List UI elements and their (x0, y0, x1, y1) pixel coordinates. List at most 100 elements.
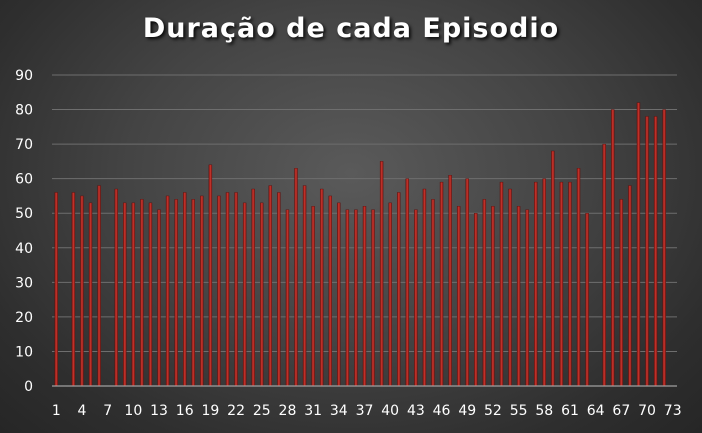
y-tick-label: 90 (15, 68, 33, 84)
bar (260, 202, 264, 387)
bar (174, 199, 178, 387)
bar (165, 195, 170, 387)
bar (491, 206, 495, 387)
bar (456, 206, 461, 387)
bar (431, 199, 435, 387)
axes: 0 10 20 30 40 50 60 70 80 90 1 4 7 10 13 16 19 22 25 28 31 34… (15, 68, 681, 419)
x-tick-label: 13 (150, 403, 168, 419)
bar (319, 188, 324, 387)
bar (183, 192, 187, 387)
y-tick-label: 30 (15, 275, 33, 291)
x-tick-label: 46 (433, 403, 451, 419)
bar (131, 202, 136, 387)
bar (474, 213, 478, 387)
y-tick-label: 80 (15, 103, 33, 119)
bar (277, 192, 281, 387)
y-tick-label: 40 (15, 241, 33, 257)
bar (559, 181, 564, 387)
bar (542, 178, 546, 387)
x-tick-label: 52 (484, 403, 502, 419)
bar (585, 213, 589, 387)
bar (499, 181, 504, 387)
bar (482, 199, 487, 387)
x-tick-label: 37 (356, 403, 374, 419)
bar (311, 206, 315, 387)
x-tick-label: 28 (279, 403, 297, 419)
x-tick-label: 22 (227, 403, 245, 419)
bar (140, 199, 144, 387)
chart-title: Duração de cada Episodio (142, 13, 560, 44)
x-tick-label: 25 (253, 403, 271, 419)
x-tick-label: 70 (638, 403, 656, 419)
bar (628, 185, 632, 387)
bar (114, 188, 118, 387)
x-tick-label: 10 (124, 403, 142, 419)
bar (302, 185, 307, 387)
bar (191, 199, 195, 387)
bar (576, 168, 581, 387)
bar (242, 202, 247, 387)
bar (285, 209, 290, 387)
bar (516, 206, 521, 387)
bar (602, 143, 606, 387)
x-tick-label: 16 (176, 403, 194, 419)
bar (71, 192, 76, 387)
bar (619, 199, 624, 387)
bar (448, 175, 452, 387)
bar (534, 181, 538, 387)
bar (397, 192, 401, 387)
bar (148, 202, 153, 387)
bar (611, 109, 615, 387)
y-tick-label: 0 (24, 379, 33, 395)
x-tick-label: 43 (407, 403, 425, 419)
bar (551, 150, 555, 387)
bar (80, 195, 84, 387)
y-tick-label: 60 (15, 172, 33, 188)
bar (653, 116, 658, 387)
y-tick-label: 70 (15, 137, 33, 153)
bar (54, 192, 58, 387)
x-tick-label: 34 (330, 403, 348, 419)
x-tick-label: 73 (664, 403, 682, 419)
bar (88, 202, 93, 387)
bar (422, 188, 427, 387)
bar (268, 185, 273, 387)
bar (525, 209, 529, 387)
x-tick-label: 7 (103, 403, 112, 419)
bar (345, 209, 350, 387)
x-tick-label: 55 (510, 403, 528, 419)
bar (123, 202, 127, 387)
x-tick-label: 67 (612, 403, 630, 419)
x-tick-label: 1 (52, 403, 61, 419)
x-tick-label: 19 (201, 403, 219, 419)
y-tick-label: 50 (15, 206, 33, 222)
bar (354, 209, 358, 387)
bar (328, 195, 332, 387)
bar (645, 116, 649, 387)
bars (54, 102, 666, 387)
bar (371, 209, 375, 387)
bar (200, 195, 204, 387)
bar (662, 109, 666, 387)
bar (388, 202, 392, 387)
bar (379, 161, 384, 387)
bar (157, 209, 161, 387)
bar (568, 181, 572, 387)
bar (234, 192, 238, 387)
bar (337, 202, 341, 387)
bar (405, 178, 410, 387)
y-tick-label: 20 (15, 310, 33, 326)
bar (508, 188, 512, 387)
x-tick-label: 58 (535, 403, 553, 419)
bar (414, 209, 418, 387)
bar (208, 164, 213, 387)
bar (97, 185, 101, 387)
bar (217, 195, 221, 387)
bar (362, 206, 367, 387)
bar (439, 181, 444, 387)
x-tick-label: 4 (78, 403, 87, 419)
bar (294, 168, 298, 387)
bar (465, 178, 469, 387)
